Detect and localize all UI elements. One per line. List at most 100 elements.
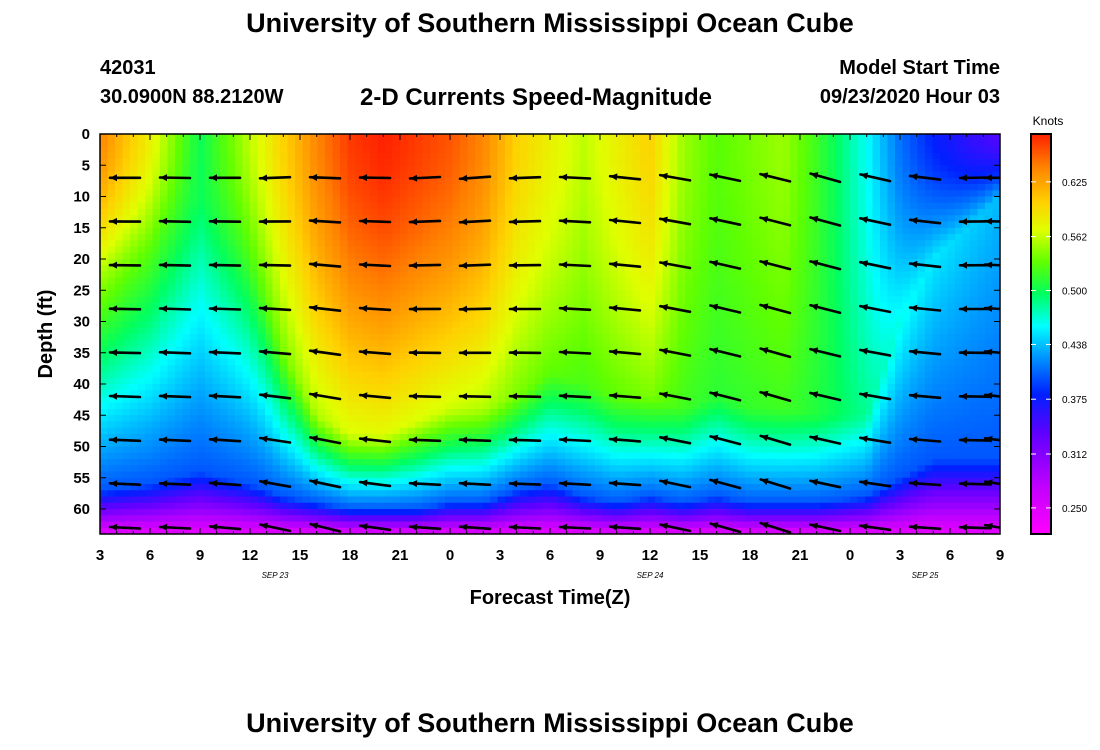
heatmap-cell <box>655 459 664 466</box>
heatmap-cell <box>580 177 589 185</box>
heatmap-cell <box>670 484 679 491</box>
heatmap-cell <box>572 446 581 454</box>
heatmap-cell <box>490 471 499 479</box>
heatmap-cell <box>550 496 559 504</box>
heatmap-cell <box>235 384 244 391</box>
heatmap-cell <box>535 390 544 398</box>
heatmap-cell <box>632 152 641 160</box>
heatmap-cell <box>287 171 296 179</box>
heatmap-cell <box>167 302 176 310</box>
heatmap-cell <box>430 427 439 435</box>
heatmap-cell <box>550 271 559 279</box>
heatmap-cell <box>190 477 199 485</box>
heatmap-cell <box>280 140 289 148</box>
heatmap-cell <box>130 402 139 410</box>
heatmap-cell <box>182 159 191 166</box>
heatmap-cell <box>527 415 536 423</box>
heatmap-cell <box>160 227 169 235</box>
heatmap-cell <box>527 452 536 460</box>
heatmap-cell <box>505 496 514 504</box>
heatmap-cell <box>437 327 446 335</box>
heatmap-cell <box>182 496 191 504</box>
heatmap-cell <box>310 371 319 379</box>
heatmap-cell <box>490 265 499 273</box>
heatmap-cell <box>302 184 311 191</box>
heatmap-cell <box>370 252 379 260</box>
heatmap-cell <box>160 427 169 435</box>
heatmap-cell <box>355 390 364 398</box>
heatmap-cell <box>160 515 169 523</box>
heatmap-cell <box>272 421 281 429</box>
heatmap-cell <box>332 265 341 273</box>
heatmap-cell <box>257 296 266 304</box>
heatmap-cell <box>182 434 191 441</box>
heatmap-cell <box>190 277 199 285</box>
heatmap-cell <box>392 421 401 429</box>
heatmap-cell <box>362 165 371 173</box>
heatmap-cell <box>190 446 199 454</box>
heatmap-cell <box>617 246 626 254</box>
heatmap-cell <box>572 302 581 310</box>
heatmap-cell <box>482 284 491 291</box>
heatmap-cell <box>557 415 566 423</box>
heatmap-cell <box>355 496 364 504</box>
heatmap-cell <box>377 434 386 441</box>
heatmap-cell <box>670 277 679 285</box>
heatmap-cell <box>370 502 379 510</box>
heatmap-cell <box>535 321 544 329</box>
heatmap-cell <box>535 221 544 229</box>
heatmap-cell <box>565 302 574 310</box>
heatmap-cell <box>115 521 124 529</box>
heatmap-cell <box>152 484 161 491</box>
heatmap-cell <box>107 452 116 460</box>
heatmap-cell <box>235 496 244 504</box>
heatmap-cell <box>400 227 409 235</box>
heatmap-cell <box>482 415 491 423</box>
heatmap-cell <box>182 165 191 173</box>
heatmap-cell <box>160 215 169 223</box>
heatmap-cell <box>557 477 566 485</box>
heatmap-cell <box>407 490 416 498</box>
heatmap-cell <box>490 352 499 360</box>
heatmap-cell <box>235 390 244 398</box>
heatmap-cell <box>205 390 214 398</box>
heatmap-cell <box>557 521 566 529</box>
heatmap-cell <box>587 134 596 141</box>
heatmap-cell <box>235 134 244 141</box>
heatmap-cell <box>467 177 476 185</box>
heatmap-cell <box>467 284 476 291</box>
heatmap-cell <box>100 321 109 329</box>
heatmap-cell <box>430 246 439 254</box>
heatmap-cell <box>100 165 109 173</box>
heatmap-cell <box>497 259 506 266</box>
heatmap-cell <box>610 471 619 479</box>
heatmap-cell <box>512 427 521 435</box>
heatmap-cell <box>160 159 169 166</box>
heatmap-cell <box>220 177 229 185</box>
heatmap-cell <box>490 427 499 435</box>
heatmap-cell <box>655 227 664 235</box>
heatmap-cell <box>302 309 311 316</box>
heatmap-cell <box>632 277 641 285</box>
heatmap-cell <box>557 296 566 304</box>
heatmap-cell <box>295 290 304 298</box>
heatmap-cell <box>452 202 461 210</box>
heatmap-cell <box>595 271 604 279</box>
heatmap-cell <box>370 246 379 254</box>
heatmap-cell <box>175 327 184 335</box>
heatmap-cell <box>362 409 371 416</box>
heatmap-cell <box>587 359 596 366</box>
heatmap-cell <box>437 371 446 379</box>
heatmap-cell <box>542 402 551 410</box>
heatmap-cell <box>220 421 229 429</box>
heatmap-cell <box>325 277 334 285</box>
heatmap-cell <box>542 415 551 423</box>
heatmap-cell <box>302 371 311 379</box>
heatmap-cell <box>107 152 116 160</box>
heatmap-cell <box>107 252 116 260</box>
heatmap-cell <box>182 384 191 391</box>
heatmap-cell <box>527 465 536 473</box>
heatmap-cell <box>610 152 619 160</box>
heatmap-cell <box>325 515 334 523</box>
heatmap-cell <box>280 427 289 435</box>
